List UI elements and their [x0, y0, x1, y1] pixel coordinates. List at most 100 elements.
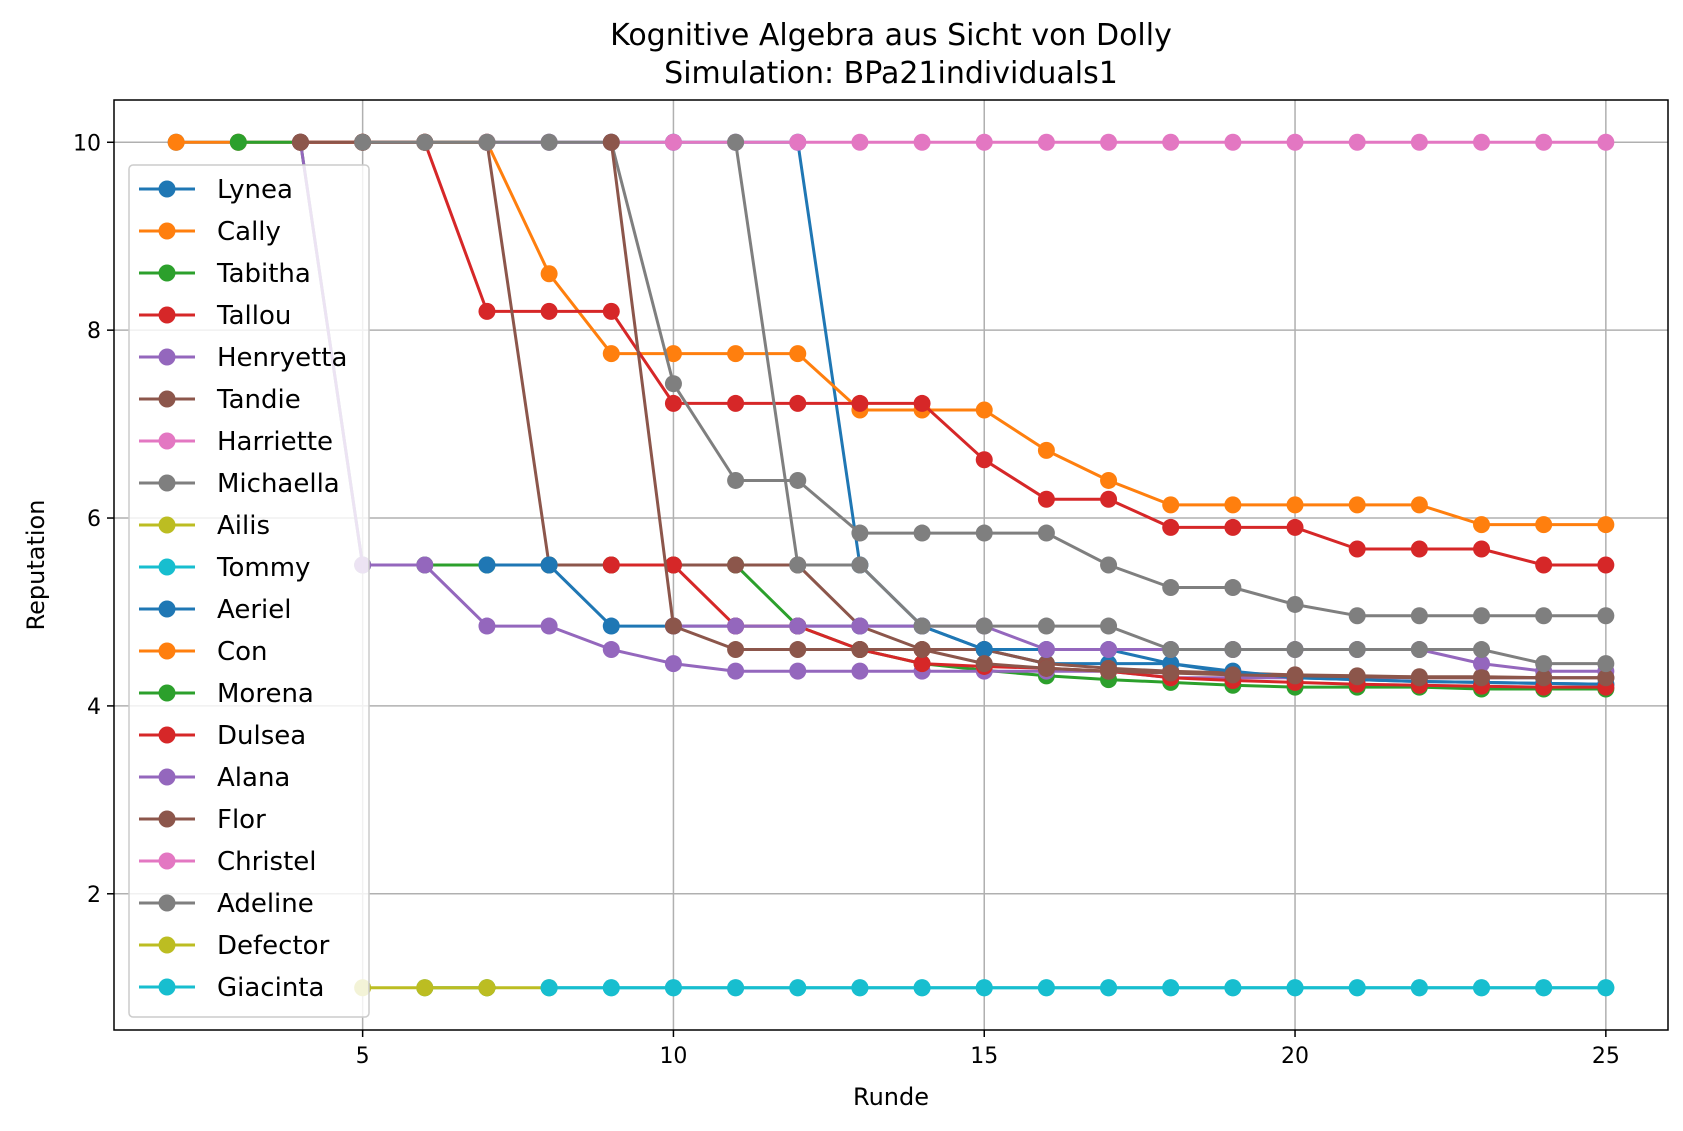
data-point — [1535, 516, 1553, 534]
data-point — [1037, 490, 1055, 508]
legend-label: Morena — [217, 679, 314, 709]
series-flor — [602, 133, 1615, 687]
legend-label: Con — [217, 637, 268, 667]
x-tick-label: 20 — [1281, 1044, 1309, 1069]
legend-marker — [158, 390, 176, 408]
data-point — [975, 524, 993, 542]
data-point — [789, 556, 807, 574]
data-point — [789, 641, 807, 659]
data-point — [1286, 496, 1304, 514]
legend: Lynea Cally Tabitha Tallou Henryetta Tandie Ha… — [128, 164, 370, 1018]
data-point — [789, 979, 807, 997]
legend-item: Morena — [139, 679, 314, 709]
data-point — [851, 556, 869, 574]
data-point — [1037, 617, 1055, 635]
data-point — [1410, 641, 1428, 659]
series-layer — [167, 133, 1615, 997]
data-point — [1473, 979, 1491, 997]
data-point — [1348, 668, 1366, 686]
data-point — [851, 394, 869, 412]
data-point — [1348, 979, 1366, 997]
data-point — [416, 556, 434, 574]
data-point — [789, 662, 807, 680]
data-point — [1597, 979, 1615, 997]
data-point — [1224, 518, 1242, 536]
legend-marker — [158, 894, 176, 912]
legend-item: Tallou — [139, 301, 291, 331]
data-point — [1162, 496, 1180, 514]
data-point — [1535, 556, 1553, 574]
data-point — [727, 979, 745, 997]
data-point — [664, 556, 682, 574]
data-point — [913, 394, 931, 412]
data-point — [1100, 662, 1118, 680]
legend-item: Harriette — [139, 427, 333, 457]
data-point — [975, 451, 993, 469]
legend-label: Dulsea — [217, 721, 306, 751]
legend-label: Tommy — [216, 553, 310, 583]
data-point — [1535, 607, 1553, 625]
legend-marker — [158, 768, 176, 786]
data-point — [727, 662, 745, 680]
data-point — [1162, 979, 1180, 997]
data-point — [540, 979, 558, 997]
data-point — [727, 133, 745, 151]
data-point — [975, 979, 993, 997]
legend-label: Harriette — [217, 427, 333, 457]
legend-marker — [158, 474, 176, 492]
legend-label: Cally — [217, 217, 281, 247]
data-point — [727, 641, 745, 659]
data-point — [851, 662, 869, 680]
data-point — [1224, 666, 1242, 684]
data-point — [416, 133, 434, 151]
data-point — [1100, 617, 1118, 635]
data-point — [1224, 641, 1242, 659]
x-tick-label: 5 — [356, 1044, 370, 1069]
legend-item: Tandie — [139, 385, 301, 415]
data-point — [1410, 496, 1428, 514]
data-point — [1286, 133, 1304, 151]
data-point — [1473, 655, 1491, 673]
data-point — [913, 979, 931, 997]
data-point — [478, 617, 496, 635]
legend-marker — [158, 222, 176, 240]
data-point — [1100, 471, 1118, 489]
legend-marker — [158, 852, 176, 870]
legend-marker — [158, 810, 176, 828]
data-point — [1410, 979, 1428, 997]
data-point — [1597, 516, 1615, 534]
data-point — [664, 375, 682, 393]
series-line — [673, 624, 1606, 673]
legend-item: Giacinta — [139, 973, 324, 1003]
data-point — [540, 302, 558, 320]
data-point — [664, 394, 682, 412]
data-point — [602, 641, 620, 659]
data-point — [602, 979, 620, 997]
data-point — [1224, 133, 1242, 151]
data-point — [789, 133, 807, 151]
data-point — [851, 641, 869, 659]
legend-item: Michaella — [139, 469, 340, 499]
data-point — [167, 133, 185, 151]
legend-item: Alana — [139, 763, 290, 793]
data-point — [975, 133, 993, 151]
data-point — [1100, 641, 1118, 659]
data-point — [540, 265, 558, 283]
legend-item: Con — [139, 637, 268, 667]
data-point — [1224, 979, 1242, 997]
data-point — [1162, 133, 1180, 151]
legend-marker — [158, 558, 176, 576]
data-point — [1286, 595, 1304, 613]
data-point — [1224, 579, 1242, 597]
data-point — [1473, 540, 1491, 558]
legend-label: Ailis — [217, 511, 270, 541]
legend-item: Adeline — [139, 889, 314, 919]
legend-item: Tommy — [139, 553, 310, 583]
data-point — [1100, 556, 1118, 574]
data-point — [1473, 607, 1491, 625]
data-point — [1348, 607, 1366, 625]
data-point — [1162, 641, 1180, 659]
data-point — [1286, 518, 1304, 536]
data-point — [1037, 133, 1055, 151]
